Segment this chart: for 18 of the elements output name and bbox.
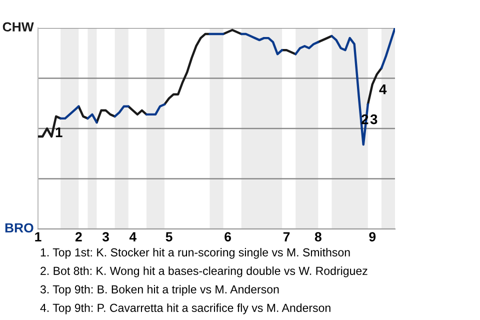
x-tick-label: 5 (166, 232, 172, 242)
text: 2. Bot 8th: K. Wong hit a bases-clearing double vs W. Rodriguez (40, 266, 368, 278)
text: 4. Top 9th: P. Cavarretta hit a sacrifice fly vs M. Anderson (40, 304, 330, 314)
annotation: 4 (379, 84, 387, 94)
x-tick-label: 3 (102, 232, 109, 242)
ref-line-label: CHW (2, 22, 34, 32)
ref-line-label: BRO (5, 223, 34, 233)
x-tick-label: 8 (314, 232, 322, 242)
x-tick-label: 9 (369, 232, 376, 242)
x-tick-label: 2 (75, 232, 82, 242)
x-tick-label: 4 (129, 232, 136, 242)
x-tick-label: 6 (224, 232, 231, 242)
annotation: 3 (370, 114, 378, 124)
text: 1. Top 1st: K. Stocker hit a run-scoring single vs M. Smithson (40, 248, 350, 259)
annotation: 1 (56, 128, 62, 138)
x-tick-label: 1 (35, 232, 42, 242)
x-tick-label: 7 (283, 232, 290, 242)
text: 3. Top 9th: B. Boken hit a triple vs M. Anderson (40, 285, 279, 296)
